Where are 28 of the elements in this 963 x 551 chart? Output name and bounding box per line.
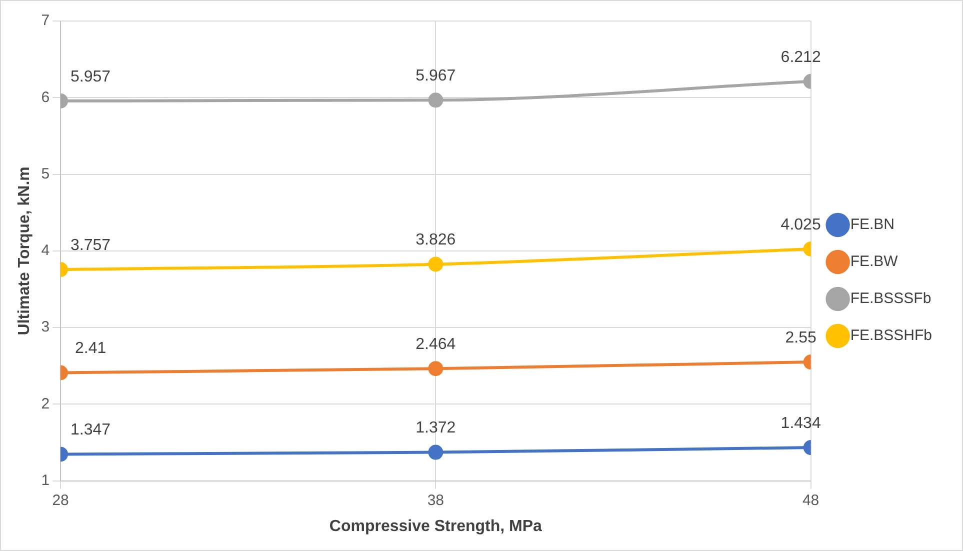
legend-label: FE.BW (850, 253, 899, 270)
x-axis-title: Compressive Strength, MPa (329, 518, 542, 535)
x-tick-label: 38 (427, 492, 444, 509)
data-label: 2.41 (74, 340, 106, 358)
y-tick-label: 5 (41, 165, 50, 182)
data-label: 6.212 (780, 48, 821, 66)
legend-label: FE.BN (850, 216, 894, 234)
data-label: 3.826 (416, 232, 456, 249)
y-tick-label: 4 (41, 242, 50, 260)
data-label: 1.372 (416, 420, 456, 437)
data-label: 2.55 (785, 329, 816, 346)
x-tick-label: 28 (52, 492, 69, 509)
y-tick-label: 1 (41, 472, 50, 489)
legend-label: FE.BSSSFb (850, 290, 932, 308)
y-axis-title: Ultimate Torque, kN.m (16, 166, 34, 336)
y-tick-label: 2 (41, 395, 50, 412)
data-label: 1.347 (70, 422, 111, 439)
data-label: 3.757 (70, 236, 111, 254)
data-label: 1.434 (780, 414, 821, 432)
y-tick-label: 6 (41, 88, 50, 106)
x-tick-label: 48 (802, 492, 820, 509)
data-label: 5.957 (70, 68, 111, 86)
y-tick-label: 7 (41, 12, 50, 30)
data-label: 4.025 (780, 216, 821, 234)
y-tick-label: 3 (41, 318, 50, 336)
data-label: 2.464 (416, 336, 456, 354)
legend-label: FE.BSSHFb (850, 327, 932, 344)
data-label: 5.967 (416, 68, 456, 85)
